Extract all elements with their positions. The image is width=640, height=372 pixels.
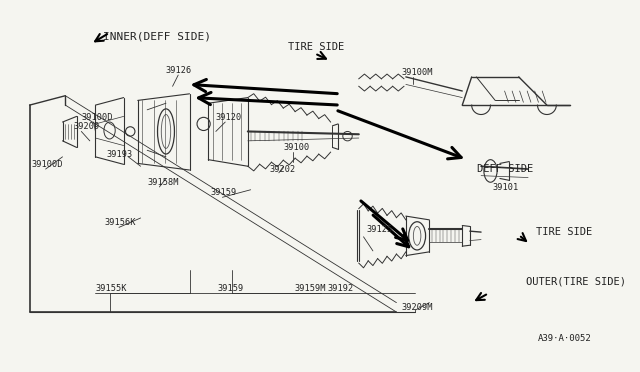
Text: 39209: 39209 [74, 122, 100, 131]
Text: 39158M: 39158M [147, 178, 179, 187]
Text: 39100M: 39100M [401, 68, 433, 77]
Text: 39159: 39159 [210, 188, 236, 197]
Text: 39202: 39202 [269, 164, 296, 174]
Text: 39101: 39101 [492, 183, 518, 192]
Text: OUTER(TIRE SIDE): OUTER(TIRE SIDE) [526, 277, 626, 287]
Text: 39155K: 39155K [95, 284, 127, 293]
Text: 39192: 39192 [328, 284, 354, 293]
Text: 39100: 39100 [284, 143, 310, 152]
Text: 39125: 39125 [366, 225, 392, 234]
Text: 39120: 39120 [216, 113, 242, 122]
Text: DEFF SIDE: DEFF SIDE [477, 164, 534, 174]
Text: 39126: 39126 [165, 66, 191, 75]
Text: INNER(DEFF SIDE): INNER(DEFF SIDE) [102, 32, 211, 41]
Text: 39156K: 39156K [105, 218, 136, 227]
Text: 39159: 39159 [218, 284, 244, 293]
Text: 39100D: 39100D [81, 113, 113, 122]
Text: 39209M: 39209M [401, 303, 433, 312]
Text: 39100D: 39100D [31, 160, 63, 169]
Text: A39·A·0052: A39·A·0052 [538, 334, 591, 343]
Text: 39159M: 39159M [295, 284, 326, 293]
Text: TIRE SIDE: TIRE SIDE [289, 42, 344, 52]
Text: TIRE SIDE: TIRE SIDE [536, 227, 592, 237]
Text: 39193: 39193 [107, 150, 133, 158]
